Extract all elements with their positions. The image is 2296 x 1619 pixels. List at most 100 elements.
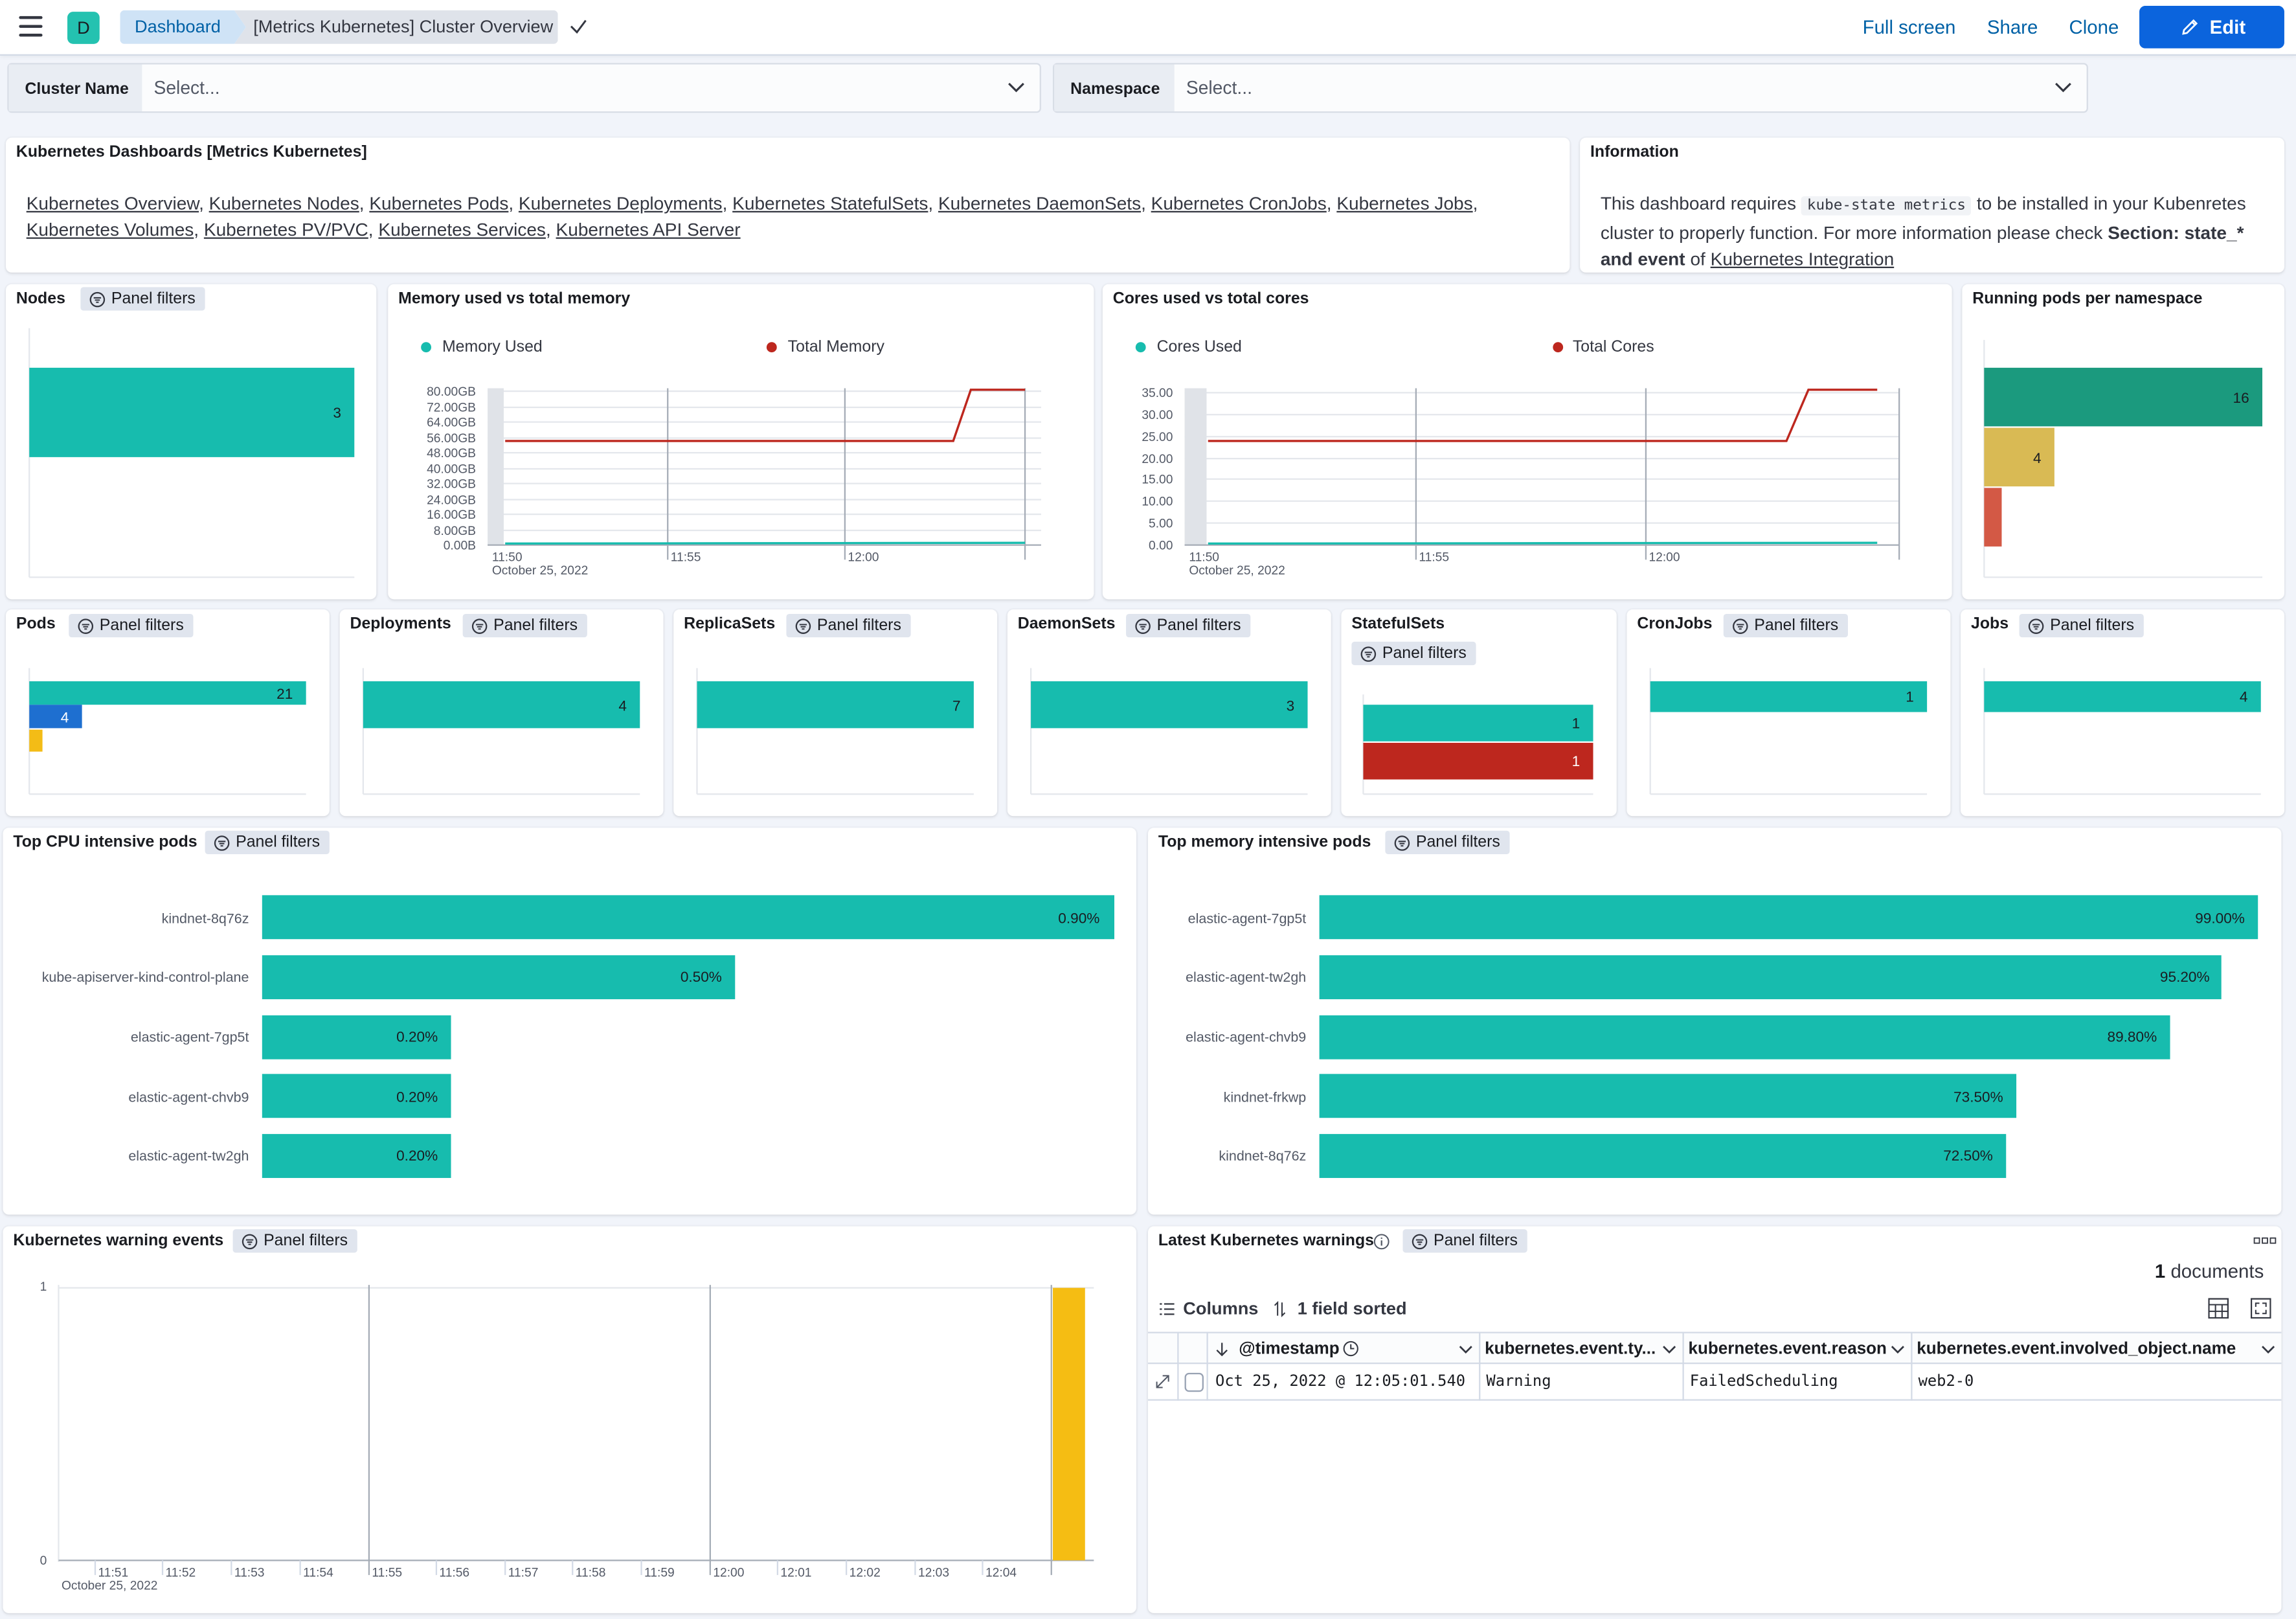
full-screen-button[interactable]: Full screen xyxy=(1862,16,1956,38)
info-icon[interactable] xyxy=(1373,1234,1390,1250)
link-kubernetes-jobs[interactable]: Kubernetes Jobs xyxy=(1336,193,1473,214)
bar-cpu-3[interactable] xyxy=(262,1015,451,1059)
table-row[interactable]: Oct 25, 2022 @ 12:05:01.540 Warning Fail… xyxy=(1148,1364,2282,1401)
kubernetes-integration-link[interactable]: Kubernetes Integration xyxy=(1710,249,1895,270)
bar-pods-1[interactable] xyxy=(29,681,306,705)
bar-cpu-1[interactable] xyxy=(262,895,1115,940)
bar-daemonsets[interactable] xyxy=(1031,681,1308,729)
bar-deployments[interactable] xyxy=(363,681,640,729)
bar-pods-2[interactable] xyxy=(29,705,82,729)
bar-statefulsets-2[interactable] xyxy=(1363,743,1593,780)
legend-cores-used[interactable]: Cores Used xyxy=(1157,337,1242,356)
bar-memory-5[interactable] xyxy=(1319,1134,2007,1178)
bar-memory-2[interactable] xyxy=(1319,955,2222,999)
bar-cpu-4[interactable] xyxy=(262,1074,451,1118)
column-timestamp[interactable]: @timestamp xyxy=(1239,1341,1340,1359)
cell-involved-object: web2-0 xyxy=(1918,1372,1974,1391)
link-kubernetes-overview[interactable]: Kubernetes Overview xyxy=(26,193,199,214)
bar-replicasets[interactable] xyxy=(697,681,974,729)
bar-cpu-2[interactable] xyxy=(262,955,736,999)
cluster-name-control[interactable]: Cluster Name Select... xyxy=(7,63,1041,113)
link-kubernetes-volumes[interactable]: Kubernetes Volumes xyxy=(26,220,194,241)
bar-namespace-3[interactable] xyxy=(1984,488,2002,547)
y-tick: 5.00 xyxy=(1149,517,1173,530)
panel-filters-badge[interactable]: Panel filters xyxy=(786,613,912,638)
row-checkbox[interactable] xyxy=(1184,1372,1204,1392)
columns-button[interactable]: Columns xyxy=(1183,1298,1259,1319)
edit-button[interactable]: Edit xyxy=(2139,6,2284,49)
bar-namespace-2[interactable] xyxy=(1984,427,2054,487)
bar-memory-1[interactable] xyxy=(1319,895,2258,940)
sort-desc-icon[interactable] xyxy=(1215,1342,1228,1357)
check-icon[interactable] xyxy=(568,16,589,37)
bar-label: 7 xyxy=(952,697,961,714)
expand-icon[interactable] xyxy=(1155,1374,1170,1389)
share-button[interactable]: Share xyxy=(1986,16,2038,38)
cluster-name-select[interactable]: Select... xyxy=(153,77,220,98)
legend-total-cores[interactable]: Total Cores xyxy=(1573,337,1654,356)
panel-filters-badge[interactable]: Panel filters xyxy=(2019,613,2144,638)
filter-icon xyxy=(2028,618,2044,634)
chevron-down-icon[interactable] xyxy=(1891,1345,1906,1354)
link-kubernetes-nodes[interactable]: Kubernetes Nodes xyxy=(208,193,359,214)
chevron-down-icon[interactable] xyxy=(2261,1345,2276,1354)
column-event-type[interactable]: kubernetes.event.ty... xyxy=(1485,1341,1656,1359)
link-kubernetes-statefulsets[interactable]: Kubernetes StatefulSets xyxy=(732,193,929,214)
link-kubernetes-deployments[interactable]: Kubernetes Deployments xyxy=(518,193,723,214)
table-density-icon[interactable] xyxy=(2208,1298,2229,1319)
fullscreen-icon[interactable] xyxy=(2250,1298,2271,1319)
link-kubernetes-pv-pvc[interactable]: Kubernetes PV/PVC xyxy=(203,220,368,241)
list-icon xyxy=(1160,1303,1175,1315)
clone-button[interactable]: Clone xyxy=(2069,16,2119,38)
legend-total-memory[interactable]: Total Memory xyxy=(788,337,885,356)
panel-title: Jobs xyxy=(1970,615,2009,633)
panel-filters-badge[interactable]: Panel filters xyxy=(69,613,194,638)
panel-filters-label: Panel filters xyxy=(816,617,901,635)
breadcrumb-dashboard[interactable]: Dashboard xyxy=(120,10,246,44)
space-avatar[interactable]: D xyxy=(67,12,100,44)
panel-filters-badge[interactable]: Panel filters xyxy=(1351,641,1477,666)
bar-cpu-5[interactable] xyxy=(262,1134,451,1178)
panel-filters-badge[interactable]: Panel filters xyxy=(1126,613,1252,638)
bar-label: 4 xyxy=(618,697,627,714)
panel-filters-badge[interactable]: Panel filters xyxy=(232,1229,358,1253)
chevron-down-icon[interactable] xyxy=(1458,1345,1473,1354)
chevron-down-icon[interactable] xyxy=(1662,1345,1677,1354)
bar-statefulsets-1[interactable] xyxy=(1363,705,1593,742)
panel-filters-badge[interactable]: Panel filters xyxy=(1402,1229,1528,1253)
panel-filters-badge[interactable]: Panel filters xyxy=(1385,830,1511,854)
bar-pods-3[interactable] xyxy=(29,729,43,752)
bar-nodes[interactable] xyxy=(29,367,355,457)
filter-icon xyxy=(242,1234,258,1250)
panel-options-icon[interactable] xyxy=(2253,1235,2277,1247)
chevron-down-icon[interactable] xyxy=(2054,82,2072,94)
panel-filters-badge[interactable]: Panel filters xyxy=(462,613,588,638)
deployments-panel: Deployments Panel filters 4 xyxy=(339,609,664,817)
panel-title: CronJobs xyxy=(1637,615,1713,633)
bar-warning-event[interactable] xyxy=(1053,1287,1085,1561)
bar-cronjobs[interactable] xyxy=(1650,681,1928,712)
link-kubernetes-cronjobs[interactable]: Kubernetes CronJobs xyxy=(1151,193,1327,214)
panel-filters-label: Panel filters xyxy=(1156,617,1241,635)
link-kubernetes-pods[interactable]: Kubernetes Pods xyxy=(369,193,509,214)
bar-memory-3[interactable] xyxy=(1319,1015,2170,1059)
panel-filters-badge[interactable]: Panel filters xyxy=(1723,613,1849,638)
sort-button[interactable]: 1 field sorted xyxy=(1297,1298,1407,1319)
bar-namespace-1[interactable] xyxy=(1984,367,2263,427)
legend-memory-used[interactable]: Memory Used xyxy=(442,337,543,356)
column-event-reason[interactable]: kubernetes.event.reason xyxy=(1688,1341,1887,1359)
namespace-control[interactable]: Namespace Select... xyxy=(1053,63,2088,113)
column-involved-object[interactable]: kubernetes.event.involved_object.name xyxy=(1917,1341,2236,1359)
link-kubernetes-services[interactable]: Kubernetes Services xyxy=(378,220,546,241)
chevron-down-icon[interactable] xyxy=(1007,82,1025,94)
bar-memory-4[interactable] xyxy=(1319,1074,2017,1118)
panel-filters-badge[interactable]: Panel filters xyxy=(205,830,330,854)
namespace-select[interactable]: Select... xyxy=(1186,77,1252,98)
series-total-memory[interactable] xyxy=(505,389,1026,442)
link-kubernetes-daemonsets[interactable]: Kubernetes DaemonSets xyxy=(938,193,1142,214)
series-total-cores[interactable] xyxy=(1208,389,1878,442)
bar-jobs[interactable] xyxy=(1984,681,2261,712)
link-kubernetes-api-server[interactable]: Kubernetes API Server xyxy=(556,220,741,241)
panel-filters-badge[interactable]: Panel filters xyxy=(80,287,206,311)
menu-icon[interactable] xyxy=(19,16,43,37)
